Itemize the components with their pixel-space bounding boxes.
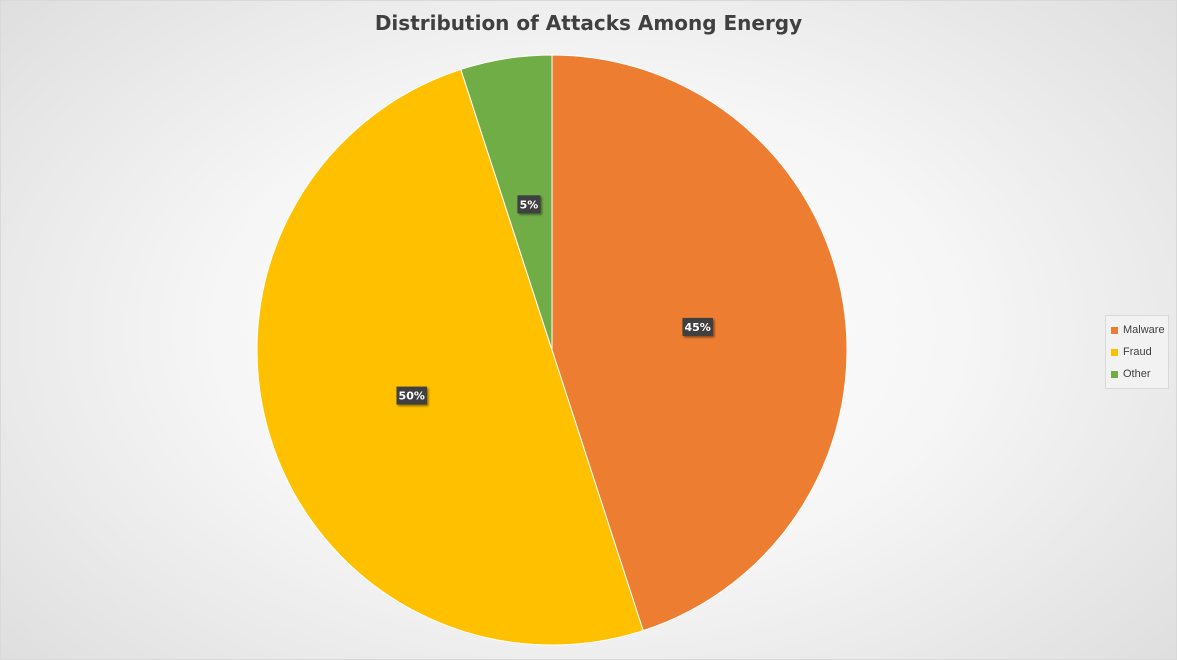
legend-swatch-other [1111,370,1118,378]
legend-swatch-fraud [1111,348,1118,356]
legend-swatch-malware [1111,326,1118,334]
legend-label-other: Other [1123,368,1151,380]
data-label-fraud: 50% [396,386,427,405]
chart-title: Distribution of Attacks Among Energy [374,11,803,35]
pie-slice-malware [551,54,848,632]
data-label-text-other: 5% [520,198,539,211]
pie-slice-fraud [256,68,644,646]
data-label-malware: 45% [682,317,713,336]
data-label-text-malware: 45% [685,321,711,334]
data-label-other: 5% [517,195,541,214]
pie-slice-other [460,54,553,351]
data-label-box-other [517,195,541,214]
legend-label-malware: Malware [1123,324,1165,336]
data-label-box-fraud [396,386,427,405]
legend-item-other: Other [1111,363,1168,385]
legend-item-malware: Malware [1111,319,1168,341]
chart-legend: Malware Fraud Other [1105,315,1169,389]
legend-label-fraud: Fraud [1123,346,1152,358]
data-label-text-fraud: 50% [399,390,425,403]
legend-item-fraud: Fraud [1111,341,1168,363]
data-label-box-malware [682,317,713,336]
